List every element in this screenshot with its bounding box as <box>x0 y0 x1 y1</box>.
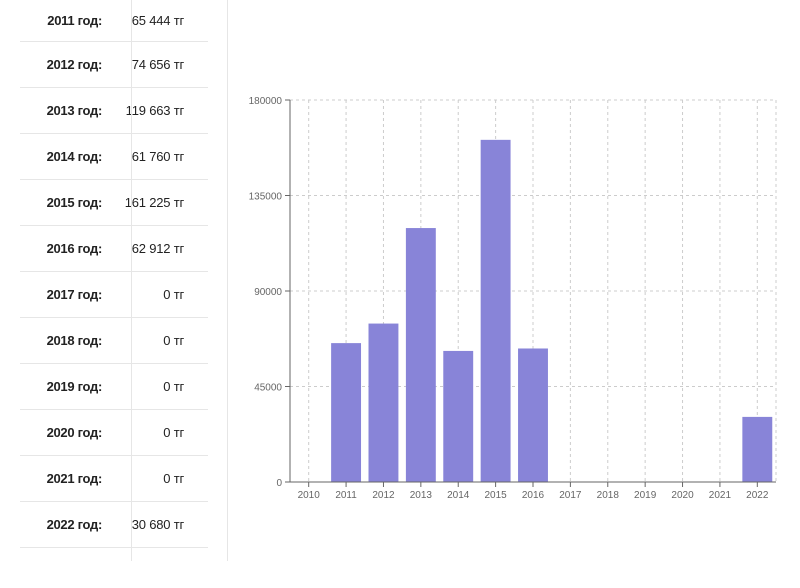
bar-2012 <box>368 323 399 482</box>
x-tick-label: 2012 <box>372 490 395 501</box>
table-row: 2020 год: 0 тг <box>20 410 208 456</box>
table-row: 2021 год: 0 тг <box>20 456 208 502</box>
bar-2015 <box>480 139 511 482</box>
row-year-label: 2020 год: <box>46 425 103 440</box>
x-tick-label: 2010 <box>298 490 321 501</box>
row-year-label: 2022 год: <box>46 517 103 532</box>
row-amount-value: 30 680 тг <box>131 517 184 532</box>
bar-2013 <box>405 228 436 482</box>
table-row: 2022 год: 30 680 тг <box>20 502 208 548</box>
y-tick-label: 90000 <box>254 287 282 298</box>
row-year-label: 2013 год: <box>46 103 103 118</box>
row-amount-value: 0 тг <box>163 287 184 302</box>
table-row: 2011 год: 65 444 тг <box>20 0 208 42</box>
table-row: 2019 год: 0 тг <box>20 364 208 410</box>
bar-2022 <box>742 416 773 482</box>
x-tick-label: 2019 <box>634 490 657 501</box>
x-tick-label: 2011 <box>335 490 357 501</box>
table-column-divider <box>131 0 132 561</box>
row-amount-value: 0 тг <box>163 379 184 394</box>
row-amount-value: 61 760 тг <box>131 149 184 164</box>
table-row: 2016 год: 62 912 тг <box>20 226 208 272</box>
y-tick-label: 0 <box>276 478 282 489</box>
yearly-values-table: 2011 год: 65 444 тг 2012 год: 74 656 тг 2013… <box>20 0 228 561</box>
x-tick-label: 2021 <box>709 490 732 501</box>
table-rows: 2011 год: 65 444 тг 2012 год: 74 656 тг 2013… <box>20 0 208 588</box>
x-tick-label: 2022 <box>746 490 769 501</box>
table-row: 2017 год: 0 тг <box>20 272 208 318</box>
table-row: 2013 год: 119 663 тг <box>20 88 208 134</box>
row-amount-value: 74 656 тг <box>131 57 184 72</box>
x-tick-label: 2017 <box>559 490 582 501</box>
table-row: 2015 год: 161 225 тг <box>20 180 208 226</box>
row-amount-value: 62 912 тг <box>131 241 184 256</box>
row-year-label: 2019 год: <box>46 379 103 394</box>
table-right-border <box>227 0 228 561</box>
table-row: 2012 год: 74 656 тг <box>20 42 208 88</box>
bar-chart: 0 45000 90000 135000 180000 2010 2011 2012 2013 2… <box>249 96 777 501</box>
row-amount-value: 65 444 тг <box>131 13 184 28</box>
row-year-label: 2016 год: <box>46 241 103 256</box>
x-tick-label: 2020 <box>671 490 694 501</box>
table-row: 2014 год: 61 760 тг <box>20 134 208 180</box>
row-year-label: 2014 год: <box>46 149 103 164</box>
y-tick-label: 135000 <box>249 192 283 203</box>
bar-2014 <box>443 350 474 482</box>
row-year-label: 2015 год: <box>46 195 103 210</box>
x-tick-label: 2013 <box>410 490 433 501</box>
x-tick-label: 2014 <box>447 490 470 501</box>
row-amount-value: 0 тг <box>163 425 184 440</box>
row-year-label: 2017 год: <box>46 287 103 302</box>
table-tail <box>20 548 208 588</box>
bar-2011 <box>331 343 362 482</box>
y-tick-label: 45000 <box>254 383 282 394</box>
x-tick-label: 2015 <box>484 490 507 501</box>
x-tick-label: 2018 <box>597 490 620 501</box>
row-year-label: 2012 год: <box>46 57 103 72</box>
bar-2016 <box>518 348 548 482</box>
row-amount-value: 0 тг <box>163 333 184 348</box>
row-amount-value: 0 тг <box>163 471 184 486</box>
row-amount-value: 119 663 тг <box>125 103 185 118</box>
row-year-label: 2018 год: <box>46 333 103 348</box>
y-tick-label: 180000 <box>249 96 283 107</box>
row-amount-value: 161 225 тг <box>124 195 185 210</box>
row-year-label: 2011 год: <box>47 13 102 28</box>
row-year-label: 2021 год: <box>46 471 103 486</box>
table-row: 2018 год: 0 тг <box>20 318 208 364</box>
x-tick-label: 2016 <box>522 490 545 501</box>
